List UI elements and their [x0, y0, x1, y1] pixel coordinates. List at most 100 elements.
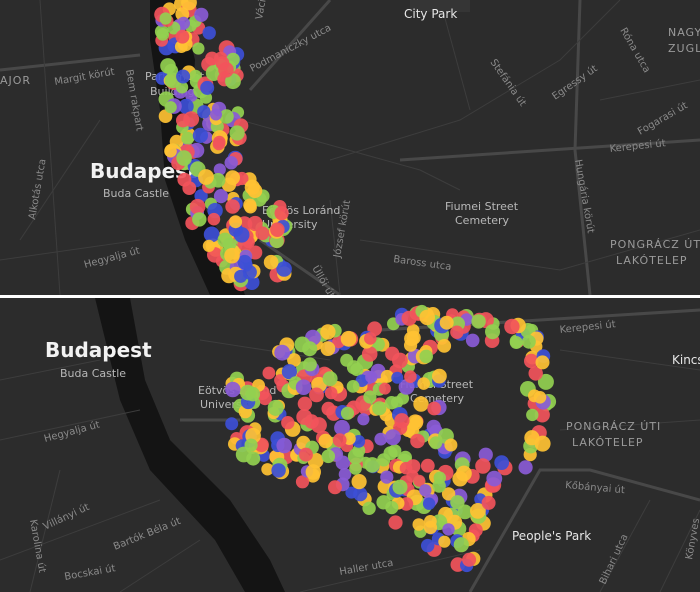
point	[427, 401, 442, 416]
point	[164, 144, 177, 158]
point	[349, 462, 362, 475]
point	[364, 457, 381, 473]
point	[258, 391, 272, 406]
point	[439, 315, 454, 330]
point	[298, 447, 313, 462]
point	[374, 432, 388, 446]
point	[192, 42, 205, 55]
point	[433, 471, 446, 484]
point	[274, 344, 291, 361]
poi-label: Cemetery	[455, 214, 510, 227]
point	[441, 487, 456, 501]
point	[471, 314, 486, 329]
point	[194, 7, 209, 22]
point	[380, 470, 394, 484]
point	[394, 413, 410, 429]
point	[438, 535, 451, 548]
point	[384, 429, 401, 446]
point	[234, 269, 248, 283]
point	[156, 28, 170, 41]
point	[363, 390, 377, 404]
point	[346, 380, 360, 393]
point	[210, 173, 226, 188]
point	[422, 497, 436, 510]
district-label: NAGY	[668, 26, 700, 39]
point	[295, 475, 310, 489]
poi-label: Buda Castle	[103, 187, 169, 200]
point	[247, 215, 263, 232]
point	[200, 80, 215, 95]
poi-label: Buda Castle	[60, 367, 126, 380]
point	[305, 464, 321, 480]
point	[322, 371, 338, 387]
point	[281, 416, 295, 430]
point	[202, 239, 215, 252]
point	[406, 459, 421, 474]
point	[494, 455, 510, 470]
point	[226, 52, 240, 67]
point	[407, 414, 424, 431]
point	[189, 69, 202, 83]
point	[320, 341, 336, 356]
point	[413, 474, 426, 487]
point	[261, 463, 274, 476]
point	[262, 366, 276, 380]
point	[361, 346, 378, 362]
points-layer	[225, 304, 557, 573]
poi-label: Kincs	[672, 353, 700, 367]
point	[535, 355, 550, 370]
point	[219, 109, 234, 124]
point	[421, 538, 435, 553]
point	[401, 310, 417, 326]
point	[384, 396, 399, 410]
point	[212, 137, 226, 151]
point	[335, 455, 350, 470]
point	[178, 98, 194, 114]
point	[296, 409, 313, 425]
point	[475, 458, 491, 474]
point	[229, 125, 245, 141]
point	[456, 465, 472, 482]
point	[274, 206, 289, 221]
district-label: AJOR	[0, 74, 31, 87]
district-label: ZUGLÓ	[668, 42, 700, 55]
point	[267, 399, 284, 416]
point	[486, 470, 503, 487]
street-label: Váci	[253, 0, 268, 21]
park	[410, 0, 470, 12]
point	[340, 406, 355, 420]
point	[404, 331, 419, 346]
point	[160, 58, 176, 74]
city-label: Budapest	[45, 338, 152, 362]
divider	[0, 295, 700, 298]
point	[159, 12, 172, 25]
point	[181, 0, 197, 11]
point	[328, 480, 342, 495]
point	[462, 552, 477, 567]
point	[346, 360, 362, 375]
point	[524, 353, 539, 369]
point	[478, 447, 493, 462]
point	[197, 105, 211, 119]
point	[224, 247, 240, 264]
point	[274, 374, 287, 387]
point	[310, 417, 327, 434]
point	[419, 309, 436, 326]
point	[225, 73, 241, 90]
point	[444, 438, 458, 452]
point	[175, 29, 190, 44]
point	[450, 325, 464, 339]
points-layer	[154, 0, 293, 292]
point	[225, 417, 239, 431]
bottom-map: Budapest Buda Castle Hegyalja út Villány…	[0, 298, 700, 592]
point	[177, 172, 192, 187]
point	[522, 334, 536, 349]
point	[465, 333, 480, 348]
point	[237, 254, 252, 270]
point	[334, 419, 350, 436]
point	[224, 156, 238, 170]
point	[509, 336, 523, 349]
point	[192, 127, 208, 143]
point	[419, 484, 432, 497]
